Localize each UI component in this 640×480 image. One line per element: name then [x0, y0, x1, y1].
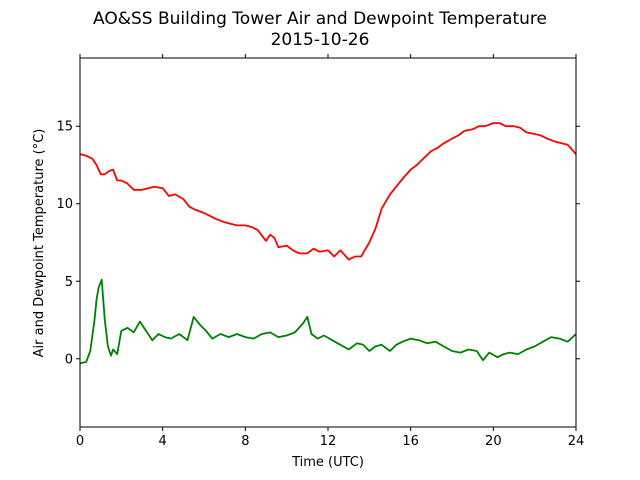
x-tick-label: 24	[568, 434, 585, 449]
x-tick-label: 16	[402, 434, 419, 449]
x-tick-label: 0	[76, 434, 84, 449]
plot-series-layer	[79, 122, 577, 365]
x-tick-label: 8	[241, 434, 249, 449]
y-tick-label: 5	[65, 275, 73, 290]
y-axis-ticks: 0 5 10 15	[56, 120, 580, 367]
x-axis-ticks: 0 4 8 12 16 20 24	[76, 54, 584, 449]
series-line-1	[79, 278, 577, 365]
chart-subtitle: 2015-10-26	[271, 30, 370, 50]
y-tick-label: 10	[56, 197, 73, 212]
chart-title: AO&SS Building Tower Air and Dewpoint Te…	[93, 9, 547, 29]
x-tick-label: 12	[320, 434, 337, 449]
x-axis-label: Time (UTC)	[291, 455, 364, 470]
y-tick-label: 0	[65, 352, 73, 367]
series-line-0	[79, 122, 577, 261]
y-tick-label: 15	[56, 120, 73, 135]
y-axis-label: Air and Dewpoint Temperature (°C)	[32, 129, 47, 358]
x-tick-label: 4	[159, 434, 167, 449]
x-tick-label: 20	[485, 434, 502, 449]
plot-frame	[79, 57, 577, 428]
